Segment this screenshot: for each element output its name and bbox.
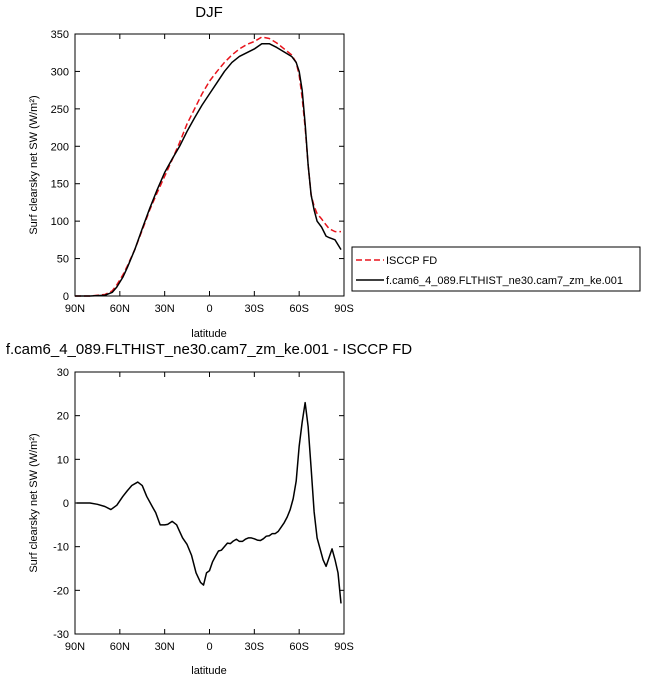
bottom-y-axis-label: Surf clearsky net SW (W/m²): [28, 433, 40, 572]
y-tick-label: 250: [51, 104, 69, 116]
top-y-axis: 0 50 100 150 200 250 300 350: [51, 29, 344, 303]
y-tick-label: 100: [51, 216, 69, 228]
top-chart-title: DJF: [195, 4, 223, 21]
bottom-x-axis-label: latitude: [191, 665, 226, 677]
y-tick-label: 0: [63, 498, 69, 510]
y-tick-label: -30: [53, 629, 69, 641]
series-line-difference: [76, 401, 342, 604]
legend-label-model: f.cam6_4_089.FLTHIST_ne30.cam7_zm_ke.001: [386, 275, 623, 287]
x-tick-label: 0: [206, 303, 212, 315]
y-tick-label: 200: [51, 141, 69, 153]
y-tick-label: 0: [63, 291, 69, 303]
series-line-model: [75, 42, 342, 297]
bottom-y-axis: -30 -20 -10 0 10 20 30: [53, 367, 344, 641]
y-tick-label: 350: [51, 29, 69, 41]
y-tick-label: -20: [53, 585, 69, 597]
y-tick-label: 150: [51, 179, 69, 191]
bottom-panel: f.cam6_4_089.FLTHIST_ne30.cam7_zm_ke.001…: [6, 341, 412, 677]
legend-label-isccp: ISCCP FD: [386, 255, 437, 267]
series-line-isccp-fd: [75, 36, 342, 297]
y-tick-label: 300: [51, 66, 69, 78]
top-series-lines: [75, 36, 342, 297]
x-tick-label: 0: [206, 641, 212, 653]
y-tick-label: 30: [57, 367, 69, 379]
top-x-axis: 90N 60N 30N 0 30S 60S 90S: [65, 34, 354, 315]
x-tick-label: 90N: [65, 303, 85, 315]
x-tick-label: 30N: [155, 641, 175, 653]
legend: ISCCP FD f.cam6_4_089.FLTHIST_ne30.cam7_…: [351, 246, 641, 292]
bottom-x-axis: 90N 60N 30N 0 30S 60S 90S: [65, 372, 354, 653]
top-x-axis-label: latitude: [191, 328, 226, 340]
x-tick-label: 30S: [245, 641, 265, 653]
top-panel: DJF 0 50 100 150 200 250 300 350 90N 60N 30N 0 30S 6…: [28, 4, 641, 340]
top-plot-frame: [74, 33, 345, 297]
y-tick-label: 10: [57, 454, 69, 466]
x-tick-label: 60N: [110, 641, 130, 653]
x-tick-label: 60S: [289, 641, 309, 653]
bottom-series-lines: [76, 401, 342, 604]
x-tick-label: 90N: [65, 641, 85, 653]
top-y-axis-label: Surf clearsky net SW (W/m²): [28, 95, 40, 234]
x-tick-label: 60S: [289, 303, 309, 315]
x-tick-label: 30N: [155, 303, 175, 315]
y-tick-label: -10: [53, 542, 69, 554]
x-tick-label: 60N: [110, 303, 130, 315]
bottom-chart-title: f.cam6_4_089.FLTHIST_ne30.cam7_zm_ke.001…: [6, 341, 412, 358]
y-tick-label: 20: [57, 411, 69, 423]
x-tick-label: 90S: [334, 303, 354, 315]
y-tick-label: 50: [57, 254, 69, 266]
x-tick-label: 30S: [245, 303, 265, 315]
x-tick-label: 90S: [334, 641, 354, 653]
legend-box: [351, 246, 641, 292]
